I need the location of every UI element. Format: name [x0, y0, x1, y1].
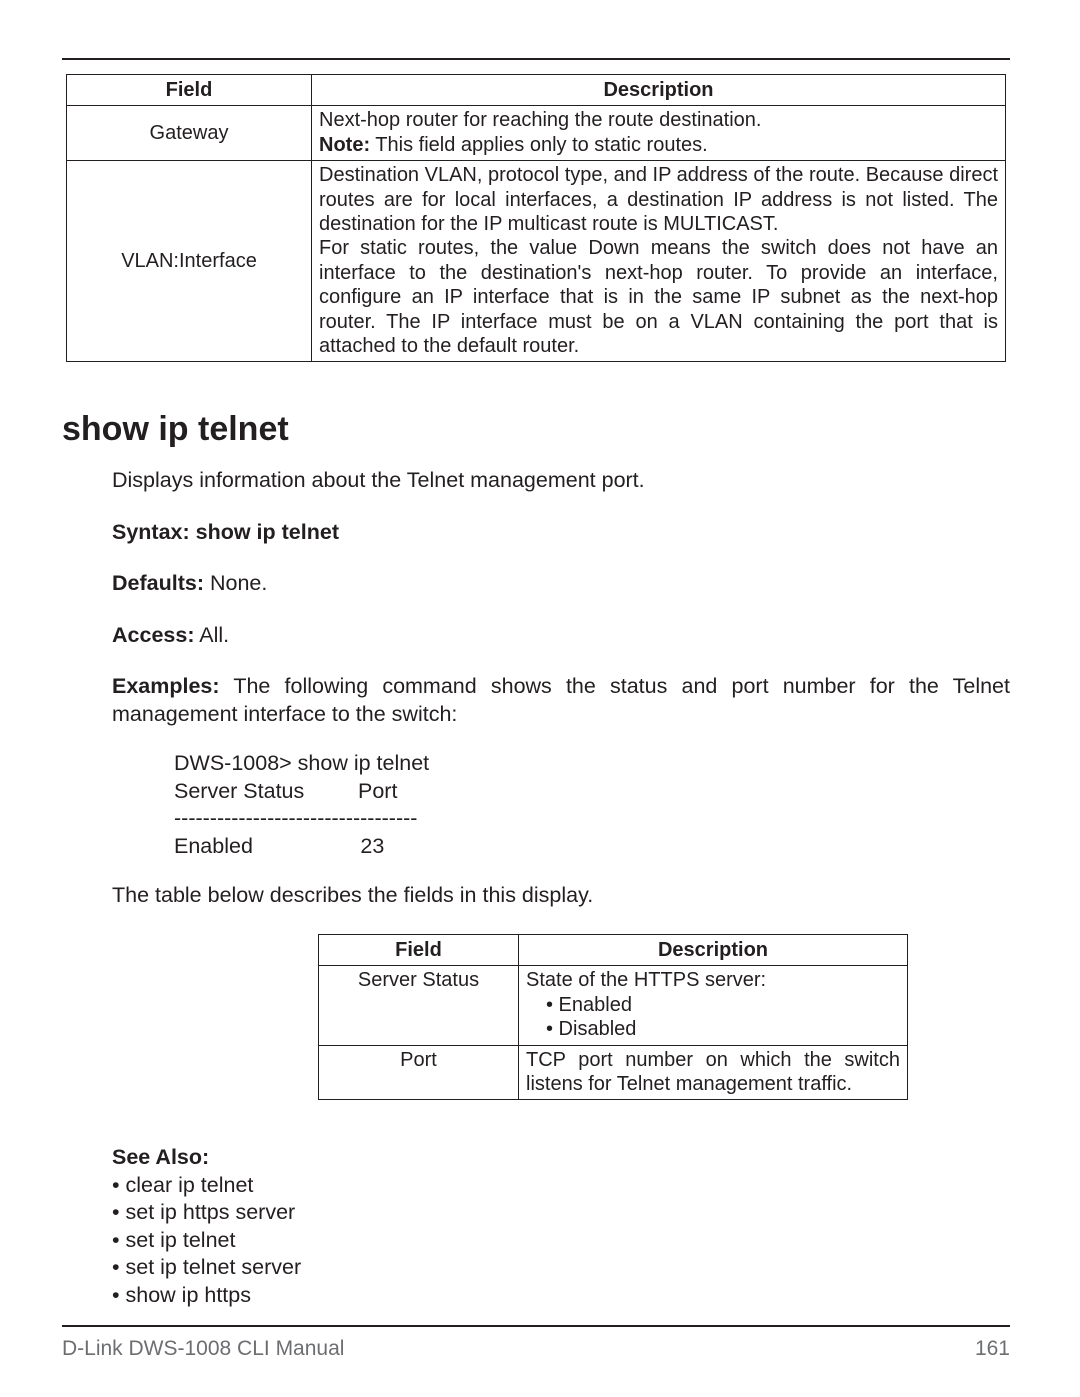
text: Destination VLAN, protocol type, and IP …	[319, 163, 998, 236]
see-also-item: • set ip telnet server	[112, 1254, 1010, 1282]
see-also-item: • set ip telnet	[112, 1227, 1010, 1255]
cell-field: VLAN:Interface	[67, 161, 312, 362]
bottom-horizontal-rule	[62, 1325, 1010, 1327]
syntax-line: Syntax: show ip telnet	[112, 519, 1010, 547]
examples-line: Examples: The following command shows th…	[112, 673, 1010, 728]
text: For static routes, the value Down means …	[319, 236, 998, 358]
table-row: Port TCP port number on which the switch…	[319, 1045, 908, 1100]
examples-label: Examples:	[112, 674, 220, 698]
table-row: Gateway Next-hop router for reaching the…	[67, 106, 1006, 161]
cell-description: Destination VLAN, protocol type, and IP …	[312, 161, 1006, 362]
cli-line: Enabled 23	[174, 834, 384, 858]
cli-line: Server Status Port	[174, 779, 397, 803]
cell-description: Next-hop router for reaching the route d…	[312, 106, 1006, 161]
table-intro: The table below describes the fields in …	[112, 882, 1010, 910]
text: Next-hop router for reaching the route d…	[319, 109, 761, 131]
cell-description: State of the HTTPS server: • Enabled • D…	[519, 966, 908, 1045]
bullet-item: • Enabled	[546, 993, 900, 1017]
top-horizontal-rule	[62, 58, 1010, 60]
see-also-item: • clear ip telnet	[112, 1172, 1010, 1200]
page-footer: D-Link DWS-1008 CLI Manual 161	[62, 1325, 1010, 1361]
cli-line: DWS-1008> show ip telnet	[174, 751, 429, 775]
cell-field: Port	[319, 1045, 519, 1100]
see-also-item: • set ip https server	[112, 1199, 1010, 1227]
cell-field: Server Status	[319, 966, 519, 1045]
field-description-table-top: Field Description Gateway Next-hop route…	[66, 74, 1006, 362]
table-header-description: Description	[312, 75, 1006, 106]
cli-output-block: DWS-1008> show ip telnet Server Status P…	[174, 750, 1010, 860]
examples-text: The following command shows the status a…	[112, 674, 1010, 726]
table-row: Server Status State of the HTTPS server:…	[319, 966, 908, 1045]
table-header-field: Field	[67, 75, 312, 106]
table-header-description: Description	[519, 934, 908, 965]
defaults-value: None.	[204, 571, 267, 595]
cell-description: TCP port number on which the switch list…	[519, 1045, 908, 1100]
access-value: All.	[194, 623, 229, 647]
field-description-table-bottom: Field Description Server Status State of…	[318, 934, 908, 1100]
note-label: Note:	[319, 134, 370, 156]
table-row: VLAN:Interface Destination VLAN, protoco…	[67, 161, 1006, 362]
defaults-label: Defaults:	[112, 571, 204, 595]
text: State of the HTTPS server:	[526, 969, 766, 991]
cell-field: Gateway	[67, 106, 312, 161]
cli-line: ----------------------------------	[174, 806, 417, 830]
note-text: This field applies only to static routes…	[370, 134, 708, 156]
footer-page-number: 161	[975, 1337, 1010, 1361]
footer-manual-title: D-Link DWS-1008 CLI Manual	[62, 1337, 344, 1361]
see-also-label: See Also:	[112, 1144, 1010, 1172]
bullet-item: • Disabled	[546, 1017, 900, 1041]
defaults-line: Defaults: None.	[112, 570, 1010, 598]
command-heading: show ip telnet	[62, 410, 1010, 449]
access-line: Access: All.	[112, 622, 1010, 650]
access-label: Access:	[112, 623, 194, 647]
see-also-item: • show ip https	[112, 1282, 1010, 1310]
command-intro: Displays information about the Telnet ma…	[112, 467, 1010, 495]
table-header-field: Field	[319, 934, 519, 965]
